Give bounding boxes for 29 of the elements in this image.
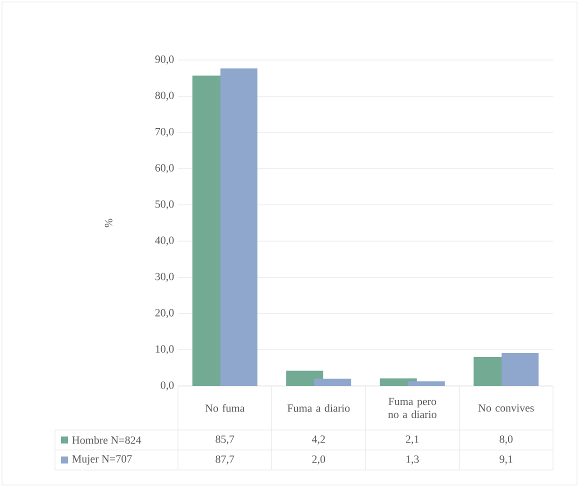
bar [408,381,445,386]
data-label: 87,7 [216,455,234,464]
y-axis-title: % [104,218,112,228]
legend-label: Mujer N=707 [72,455,132,465]
data-label: 1,3 [406,456,419,464]
data-label: 4,2 [312,436,325,444]
y-tick-label: 60,0 [155,164,174,174]
data-label: 2,1 [406,436,419,444]
x-tick-label: Fuma a diario [287,404,350,412]
legend-label: Hombre N=824 [72,436,142,444]
data-label: 9,1 [500,456,512,464]
x-tick-label: No fuma [205,404,245,412]
y-tick-label: 40,0 [155,236,174,246]
data-label: 8,0 [500,435,513,444]
y-tick-label: 0,0 [160,381,174,390]
bar [502,353,539,386]
y-tick-label: 90,0 [155,56,174,65]
y-tick-label: 10,0 [156,345,174,354]
x-tick-label: Fuma pero no a diario [388,398,436,418]
bar [220,68,258,386]
y-tick-label: 70,0 [156,128,174,137]
bar [314,378,352,386]
y-tick-label: 20,0 [155,309,174,318]
y-tick-label: 30,0 [155,272,174,282]
y-tick-label: 80,0 [155,92,174,101]
data-label: 2,0 [312,455,326,464]
data-label: 85,7 [216,435,234,444]
x-tick-label: No convives [478,404,534,412]
y-tick-label: 50,0 [156,200,174,210]
